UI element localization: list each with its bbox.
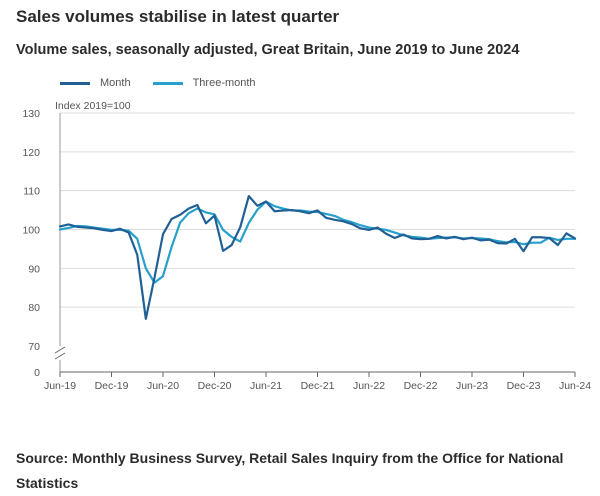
x-tick-label-Jun-24: Jun-24 [559,380,591,392]
x-tick-label-Dec-23: Dec-23 [507,380,541,392]
y-axis-label: Index 2019=100 [55,100,131,112]
x-tick-label-Jun-21: Jun-21 [250,380,282,392]
y-tick-label-80: 80 [28,302,40,314]
legend-swatch-three-month [152,81,183,85]
y-tick-label-130: 130 [22,108,40,120]
x-tick-label-Jun-20: Jun-20 [147,380,179,392]
y-tick-label-120: 120 [22,147,40,159]
y-tick-label-100: 100 [22,225,40,237]
source-note: Source: Monthly Business Survey, Retail … [16,450,564,491]
y-tick-label-110: 110 [23,186,40,198]
chart-title: Sales volumes stabilise in latest quarte… [16,7,340,26]
x-tick-label-Dec-19: Dec-19 [95,380,129,392]
y-axis-break-marker [54,346,66,360]
legend: Month Three-month [60,77,278,89]
y-tick-label-70: 70 [28,341,40,353]
legend-label-three-month: Three-month [192,77,256,89]
legend-swatch-month [60,81,90,85]
series-layer [58,195,577,320]
x-tick-label-Jun-19: Jun-19 [44,380,76,392]
legend-label-month: Month [100,77,131,89]
axis-layer: 70 80 90 100 110 120 130 0 Jun-19 Dec-19 Jun-20 Dec… [22,108,591,392]
x-tick-label-Dec-21: Dec-21 [301,380,335,392]
legend-item-three-month: Three-month [152,77,256,89]
x-tick-label-Dec-22: Dec-22 [404,380,438,392]
legend-item-month: Month [60,77,131,89]
chart-subtitle: Volume sales, seasonally adjusted, Great… [16,42,520,58]
x-tick-label-Jun-22: Jun-22 [353,380,385,392]
x-tick-label-Dec-20: Dec-20 [198,380,232,392]
series-line-month [58,195,577,320]
y-tick-label-90: 90 [28,263,40,275]
line-chart: 70 80 90 100 110 120 130 0 Jun-19 Dec-19 Jun-20 Dec… [22,100,591,392]
y-tick-label-zero: 0 [34,367,40,379]
x-tick-label-Jun-23: Jun-23 [456,380,488,392]
